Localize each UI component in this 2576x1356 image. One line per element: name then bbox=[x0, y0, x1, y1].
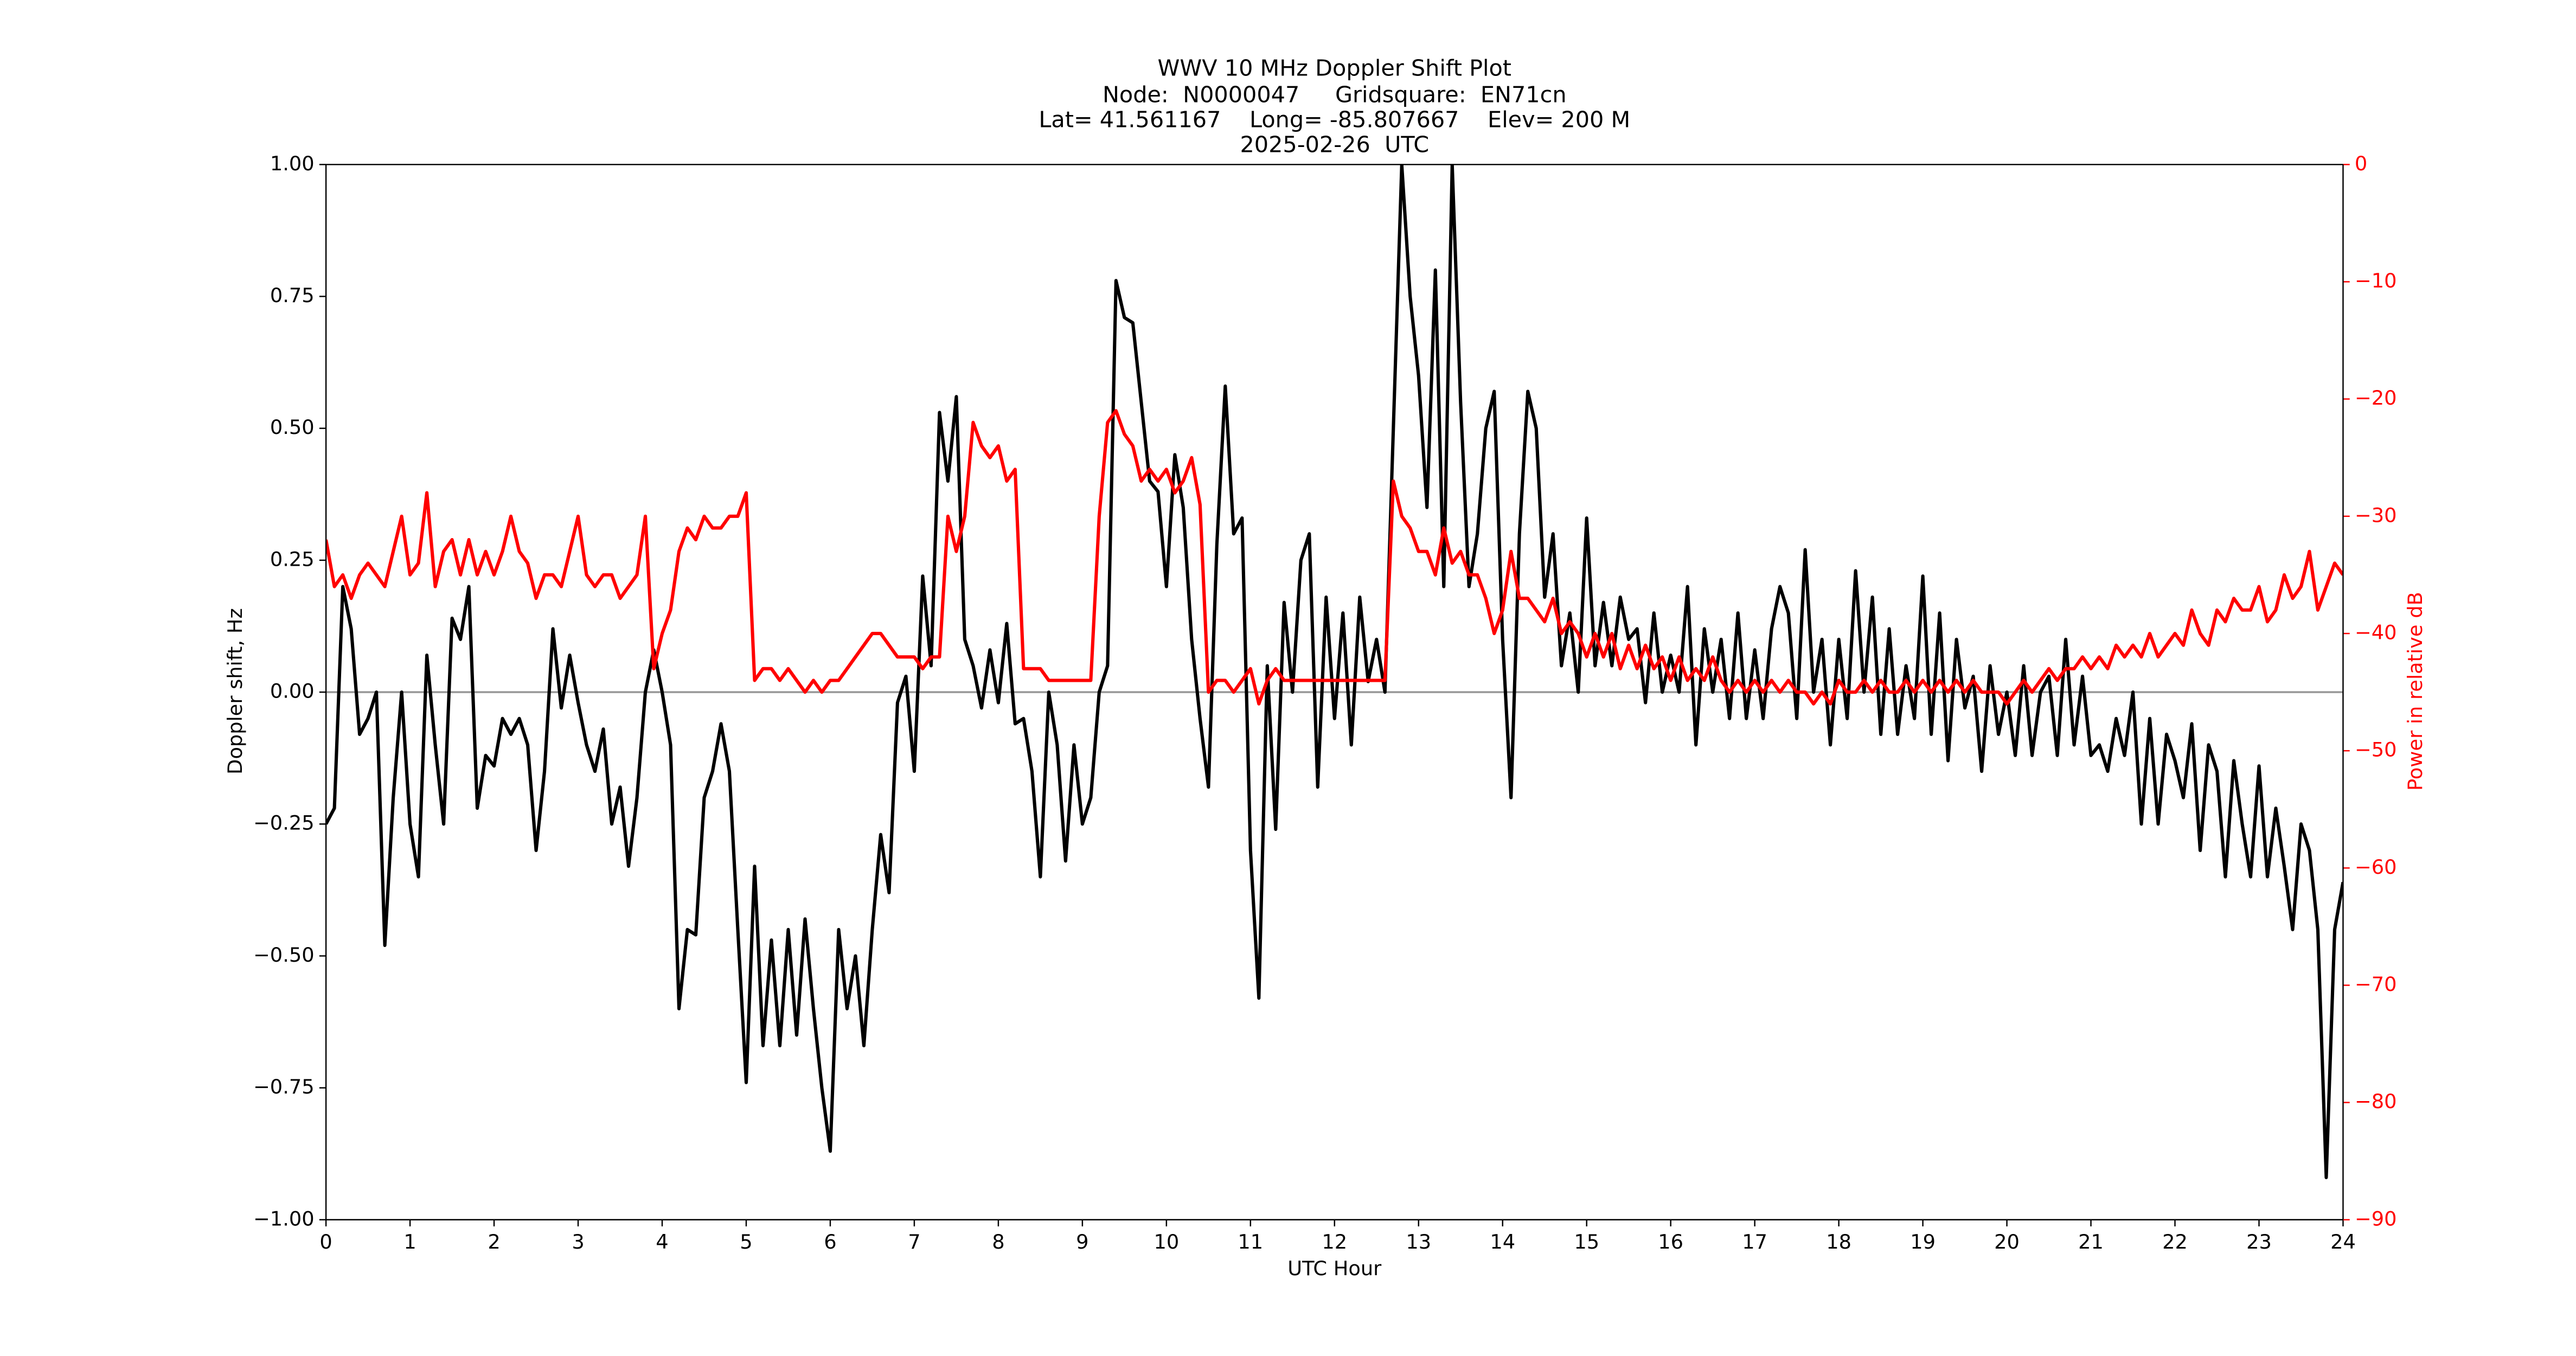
x-tick-label: 23 bbox=[2246, 1230, 2272, 1253]
x-tick-label: 2 bbox=[488, 1230, 500, 1253]
x-tick-label: 8 bbox=[992, 1230, 1004, 1253]
y2-tick-label: −50 bbox=[2355, 738, 2397, 762]
chart-subtitle: 2025-02-26 UTC bbox=[1240, 132, 1429, 158]
y2-tick-label: −10 bbox=[2355, 269, 2397, 292]
x-tick-label: 22 bbox=[2162, 1230, 2188, 1253]
y2-tick-label: −70 bbox=[2355, 973, 2397, 996]
x-tick-label: 1 bbox=[403, 1230, 416, 1253]
y2-tick-label: 0 bbox=[2355, 152, 2367, 175]
x-tick-label: 4 bbox=[656, 1230, 668, 1253]
y2-tick-label: −30 bbox=[2355, 503, 2397, 527]
x-tick-label: 7 bbox=[908, 1230, 920, 1253]
x-tick-label: 11 bbox=[1238, 1230, 1263, 1253]
y-tick-label: −0.50 bbox=[253, 943, 315, 967]
x-tick-label: 18 bbox=[1826, 1230, 1851, 1253]
x-tick-label: 19 bbox=[1910, 1230, 1936, 1253]
y2-tick-label: −20 bbox=[2355, 386, 2397, 410]
x-tick-label: 0 bbox=[319, 1230, 332, 1253]
x-axis-label: UTC Hour bbox=[1287, 1257, 1382, 1280]
plot-area bbox=[326, 164, 2343, 1180]
chart-subtitle: Node: N0000047 Gridsquare: EN71cn bbox=[1103, 82, 1567, 108]
x-tick-label: 21 bbox=[2078, 1230, 2104, 1253]
data-line bbox=[326, 409, 2343, 706]
x-tick-label: 6 bbox=[824, 1230, 836, 1253]
y-tick-label: 0.50 bbox=[270, 415, 315, 439]
x-tick-label: 3 bbox=[572, 1230, 584, 1253]
chart-title: WWV 10 MHz Doppler Shift Plot bbox=[1158, 55, 1512, 81]
x-tick-label: 14 bbox=[1490, 1230, 1515, 1253]
y-tick-label: 0.00 bbox=[270, 680, 315, 703]
y2-tick-label: −40 bbox=[2355, 621, 2397, 644]
chart-subtitle: Lat= 41.561167 Long= -85.807667 Elev= 20… bbox=[1039, 107, 1630, 133]
y-tick-label: −1.00 bbox=[253, 1207, 315, 1230]
x-tick-label: 24 bbox=[2330, 1230, 2356, 1253]
x-tick-label: 20 bbox=[1994, 1230, 2020, 1253]
x-tick-label: 13 bbox=[1406, 1230, 1431, 1253]
x-tick-label: 12 bbox=[1322, 1230, 1347, 1253]
y-tick-label: −0.25 bbox=[253, 811, 315, 835]
x-tick-label: 5 bbox=[740, 1230, 752, 1253]
x-tick-label: 15 bbox=[1574, 1230, 1599, 1253]
x-tick-label: 10 bbox=[1154, 1230, 1179, 1253]
y-axis-label: Doppler shift, Hz bbox=[223, 608, 247, 775]
y-tick-label: 0.25 bbox=[270, 547, 315, 571]
y-tick-label: −0.75 bbox=[253, 1075, 315, 1098]
y2-tick-label: −90 bbox=[2355, 1207, 2397, 1230]
data-line bbox=[326, 164, 2343, 1180]
y-tick-label: 1.00 bbox=[270, 152, 315, 175]
x-tick-label: 16 bbox=[1658, 1230, 1683, 1253]
y2-tick-label: −60 bbox=[2355, 855, 2397, 879]
y2-tick-label: −80 bbox=[2355, 1090, 2397, 1113]
x-tick-label: 17 bbox=[1742, 1230, 1767, 1253]
y-tick-label: 0.75 bbox=[270, 284, 315, 307]
x-tick-label: 9 bbox=[1076, 1230, 1088, 1253]
y2-axis-label: Power in relative dB bbox=[2404, 592, 2427, 791]
